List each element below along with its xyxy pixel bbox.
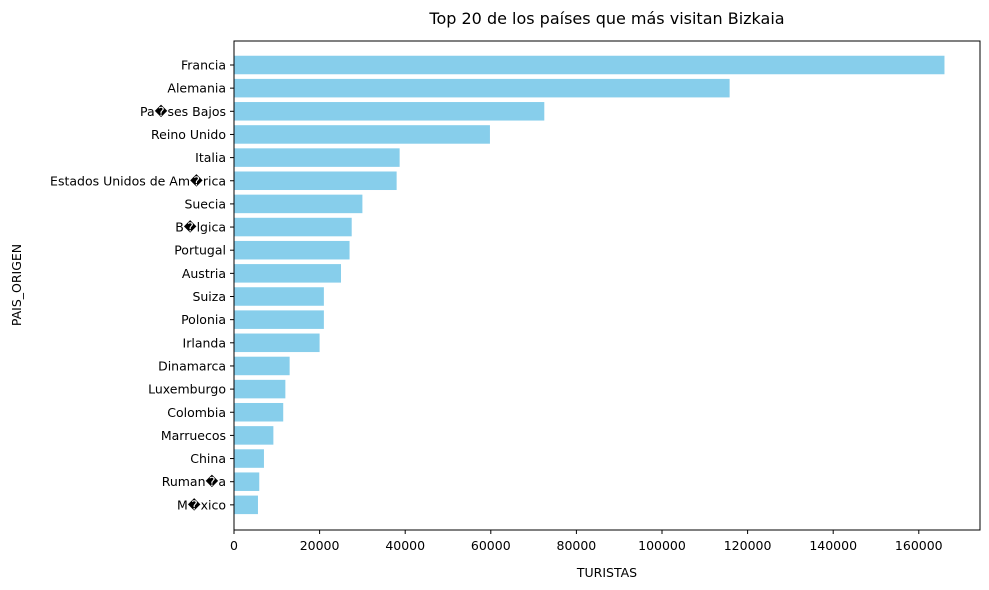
bar-10 <box>234 287 324 306</box>
x-tick-label-6: 120000 <box>724 538 772 553</box>
bar-19 <box>234 495 258 515</box>
y-ticks-group: Francia Alemania Pa�ses Bajos Reino Unido It… <box>50 58 234 512</box>
y-tick-label-1: Alemania <box>167 81 226 96</box>
bar-6 <box>234 194 363 214</box>
y-tick-label-14: Luxemburgo <box>148 382 226 397</box>
x-tick-label-8: 160000 <box>895 538 943 553</box>
y-tick-label-8: Portugal <box>174 243 226 258</box>
bar-15 <box>234 402 284 422</box>
x-axis-label: TURISTAS <box>576 565 637 580</box>
y-tick-label-3: Reino Unido <box>151 127 226 142</box>
y-tick-label-13: Dinamarca <box>158 358 226 373</box>
bar-12 <box>234 333 320 353</box>
bar-17 <box>234 449 264 468</box>
plot-frame <box>233 40 981 531</box>
x-tick-label-3: 60000 <box>471 538 511 553</box>
x-ticks-group: 0 20000 40000 60000 80000 100000 120000 140000 1… <box>230 530 943 553</box>
chart-title: Top 20 de los países que más visitan Biz… <box>428 9 784 28</box>
y-tick-label-17: China <box>190 451 226 466</box>
y-tick-label-9: Austria <box>182 266 226 281</box>
y-tick-label-19: M�xico <box>177 497 226 512</box>
bar-2 <box>234 102 545 121</box>
bars-group <box>234 55 945 515</box>
y-tick-label-6: Suecia <box>184 196 226 211</box>
y-tick-label-11: Polonia <box>181 312 226 327</box>
x-tick-label-0: 0 <box>230 538 238 553</box>
y-tick-label-5: Estados Unidos de Am�rica <box>50 173 226 188</box>
y-axis-label: PAIS_ORIGEN <box>9 244 24 326</box>
x-tick-label-2: 40000 <box>385 538 425 553</box>
bar-11 <box>234 310 324 329</box>
y-tick-label-10: Suiza <box>192 289 226 304</box>
y-tick-label-18: Ruman�a <box>162 474 226 489</box>
y-tick-label-4: Italia <box>195 150 226 165</box>
y-tick-label-16: Marruecos <box>161 428 226 443</box>
bar-13 <box>234 356 290 376</box>
bar-14 <box>234 379 286 399</box>
y-tick-label-0: Francia <box>181 58 226 73</box>
y-tick-label-2: Pa�ses Bajos <box>140 104 226 119</box>
y-tick-label-7: B�lgica <box>175 220 226 235</box>
y-tick-label-15: Colombia <box>167 405 226 420</box>
bar-9 <box>234 264 341 283</box>
x-tick-label-5: 100000 <box>638 538 686 553</box>
bar-3 <box>234 125 490 144</box>
x-tick-label-1: 20000 <box>300 538 340 553</box>
bar-5 <box>234 171 397 191</box>
bar-8 <box>234 240 350 260</box>
bar-1 <box>234 78 730 98</box>
x-tick-label-4: 80000 <box>557 538 597 553</box>
bar-0 <box>234 55 945 75</box>
bar-16 <box>234 426 274 445</box>
y-tick-label-12: Irlanda <box>183 335 226 350</box>
bar-18 <box>234 472 260 491</box>
x-tick-label-7: 140000 <box>809 538 857 553</box>
bar-4 <box>234 148 400 167</box>
bar-7 <box>234 217 352 237</box>
